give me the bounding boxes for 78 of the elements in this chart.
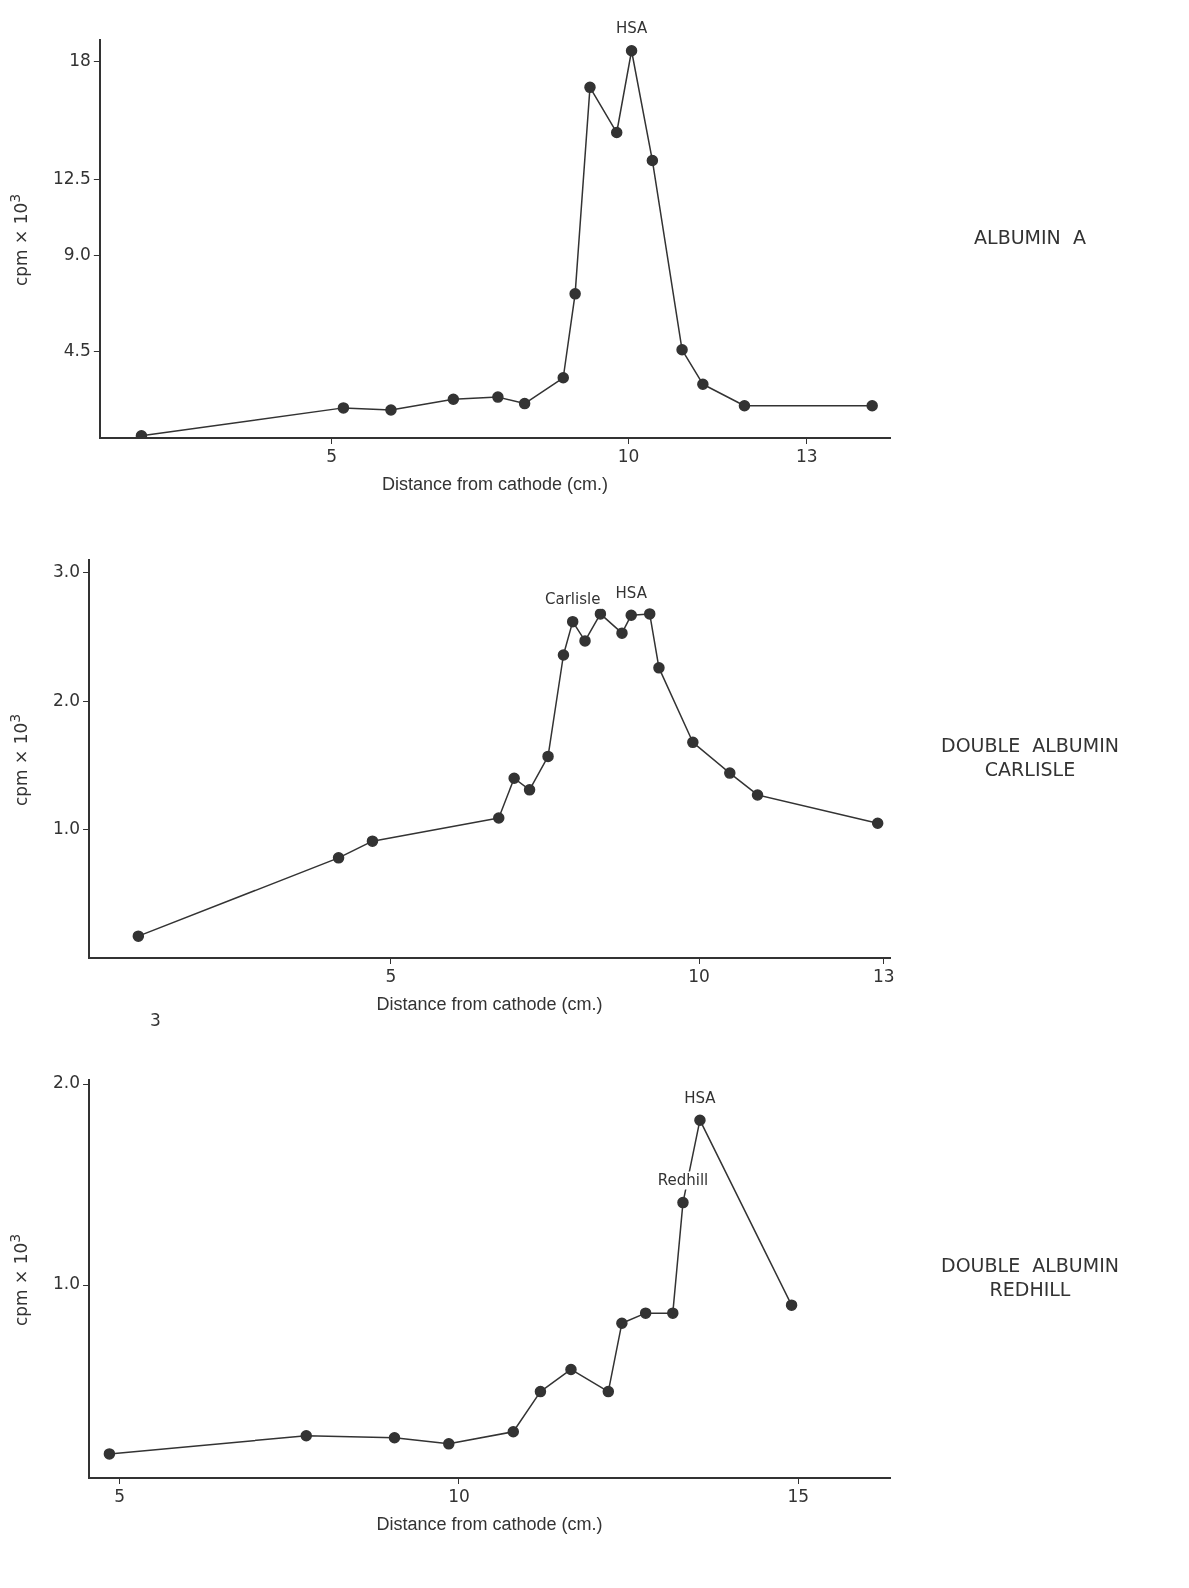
y-tick-label: 3.0 bbox=[52, 561, 81, 582]
point bbox=[523, 784, 536, 796]
point bbox=[584, 81, 596, 94]
text: 3 bbox=[150, 1010, 161, 1030]
point bbox=[579, 635, 591, 647]
point bbox=[602, 1385, 615, 1398]
point bbox=[676, 344, 688, 356]
x-tick-label: 10 bbox=[688, 965, 710, 986]
y-tick-label: 2.0 bbox=[52, 689, 81, 710]
y-tick-label: 4.5 bbox=[63, 340, 91, 361]
point bbox=[616, 1317, 628, 1329]
annotation: HSA bbox=[684, 1088, 717, 1107]
y-tick-label: 12.5 bbox=[52, 168, 91, 189]
point bbox=[542, 750, 554, 763]
point bbox=[565, 1363, 577, 1376]
point bbox=[687, 736, 699, 749]
point bbox=[866, 399, 878, 412]
y-tick-label: 2.0 bbox=[52, 1072, 81, 1093]
x-tick-label: 5 bbox=[326, 445, 337, 466]
x-tick-label: 5 bbox=[114, 1485, 125, 1506]
point bbox=[677, 1196, 689, 1209]
x-tick-label: 10 bbox=[617, 445, 640, 466]
point bbox=[557, 649, 570, 661]
point bbox=[518, 397, 531, 410]
annotation: Carlisle bbox=[545, 590, 601, 609]
annotation: Redhill bbox=[657, 1171, 709, 1190]
text: DOUBLE ALBUMIN REDHILL bbox=[941, 1253, 1119, 1300]
annotation: HSA bbox=[615, 19, 648, 38]
point bbox=[639, 1307, 652, 1319]
point bbox=[646, 154, 659, 167]
point bbox=[385, 404, 397, 416]
point bbox=[443, 1438, 455, 1450]
point bbox=[610, 126, 623, 139]
text: ALBUMIN A bbox=[974, 225, 1086, 248]
y-tick-label: 1.0 bbox=[52, 1273, 81, 1294]
point bbox=[132, 930, 145, 942]
point bbox=[332, 852, 345, 864]
point bbox=[508, 772, 520, 785]
point bbox=[785, 1299, 798, 1311]
y-tick-label: 1.0 bbox=[52, 818, 81, 839]
point bbox=[447, 393, 460, 406]
point bbox=[534, 1385, 547, 1398]
x-tick-label: 15 bbox=[787, 1485, 810, 1506]
point bbox=[724, 767, 736, 779]
point bbox=[643, 608, 656, 620]
y-tick-label: 18 bbox=[69, 49, 91, 70]
point bbox=[388, 1432, 401, 1444]
point bbox=[493, 812, 505, 824]
point bbox=[557, 372, 569, 384]
y-tick-label: 9.0 bbox=[63, 243, 91, 264]
point bbox=[751, 789, 764, 801]
point bbox=[616, 627, 628, 639]
x-axis-title: Distance from cathode (cm.) bbox=[376, 994, 603, 1015]
point bbox=[667, 1307, 679, 1319]
annotation: HSA bbox=[615, 583, 648, 602]
point bbox=[738, 399, 751, 412]
point bbox=[492, 391, 504, 403]
point bbox=[337, 402, 350, 414]
x-tick-label: 10 bbox=[448, 1485, 470, 1506]
point bbox=[871, 817, 884, 829]
point bbox=[625, 609, 637, 621]
x-tick-label: 13 bbox=[796, 445, 818, 466]
x-axis-title: Distance from cathode (cm.) bbox=[376, 1514, 603, 1535]
text: DOUBLE ALBUMIN CARLISLE bbox=[941, 733, 1119, 780]
x-tick-label: 13 bbox=[873, 965, 895, 986]
point bbox=[653, 662, 665, 674]
point bbox=[366, 835, 379, 847]
point bbox=[697, 378, 709, 390]
point bbox=[625, 45, 638, 57]
point bbox=[507, 1426, 520, 1438]
point bbox=[300, 1430, 312, 1442]
point bbox=[694, 1114, 706, 1126]
point bbox=[594, 608, 607, 620]
point bbox=[569, 288, 581, 300]
x-tick-label: 5 bbox=[385, 965, 397, 986]
point bbox=[103, 1448, 116, 1460]
x-axis-title: Distance from cathode (cm.) bbox=[381, 474, 608, 495]
point bbox=[566, 615, 579, 628]
